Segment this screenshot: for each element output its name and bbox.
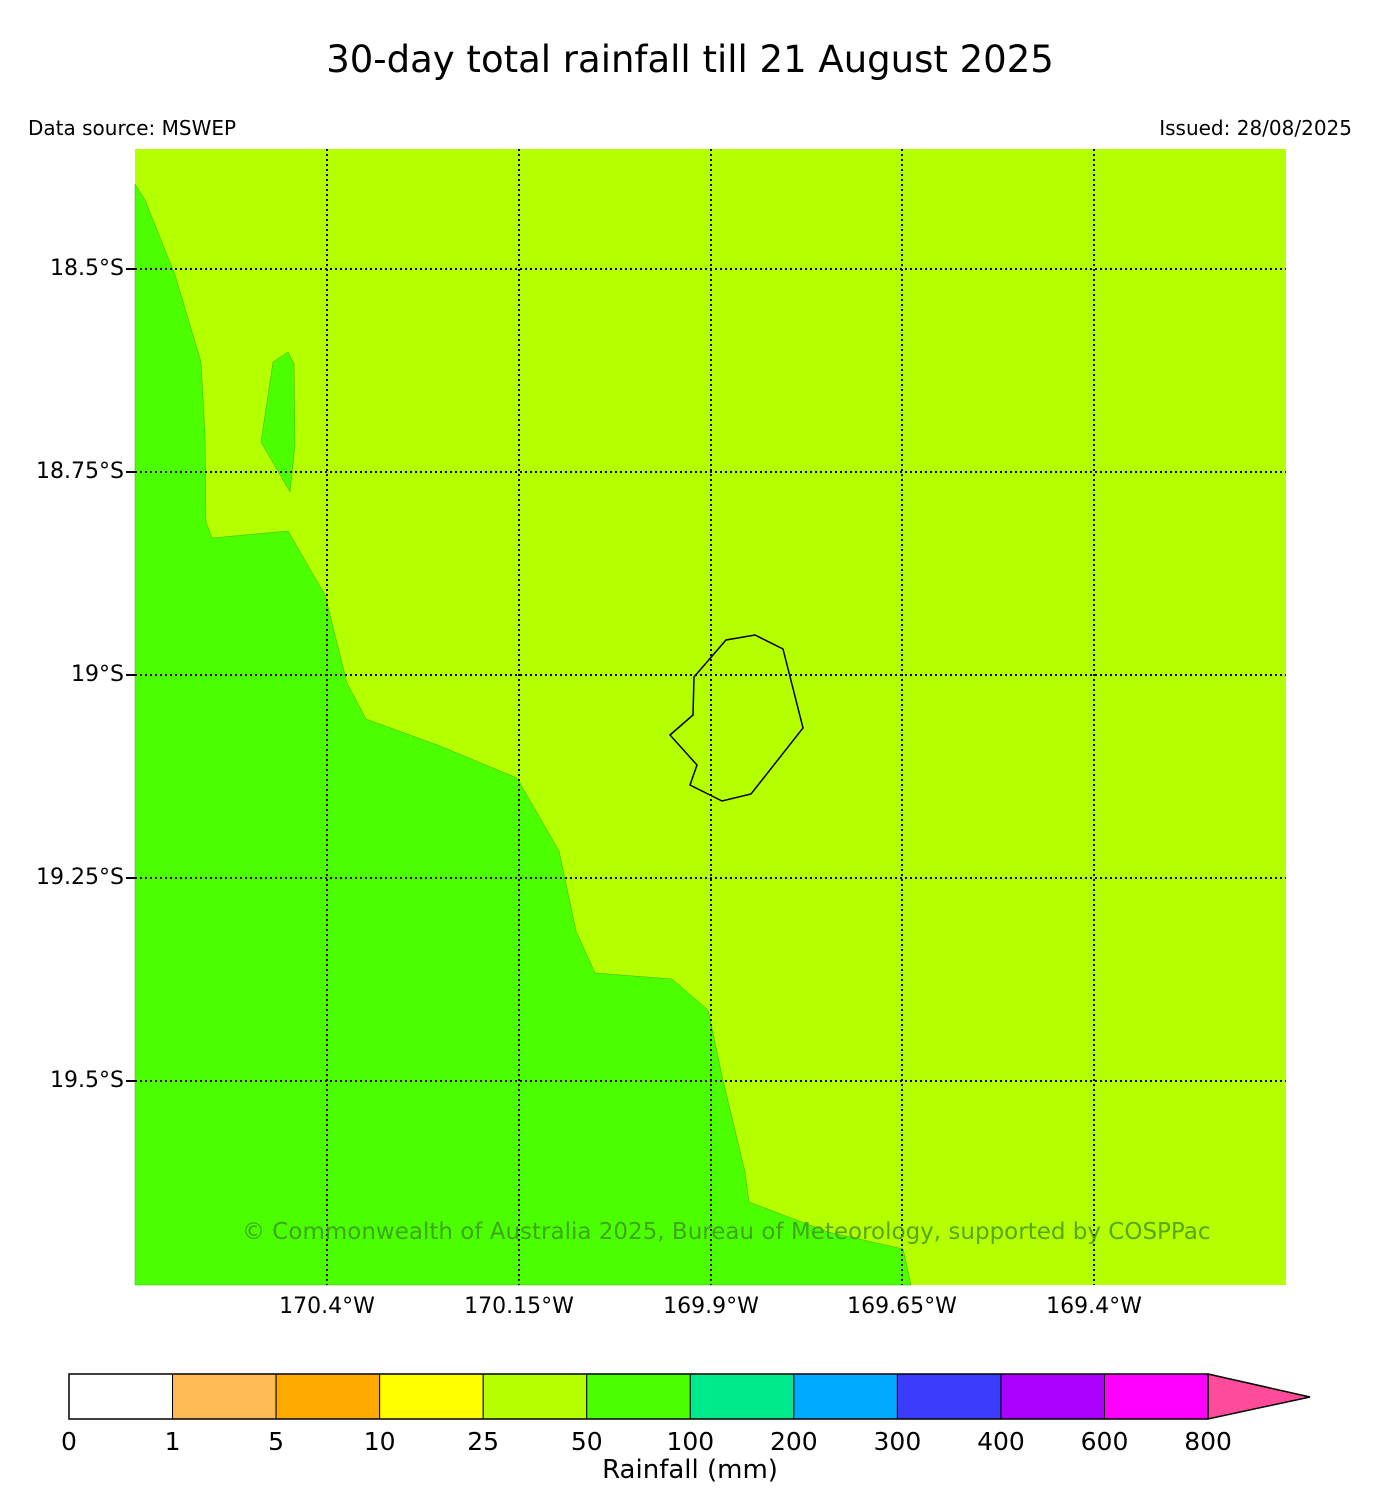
lon-label: 170.15°W bbox=[464, 1294, 574, 1319]
map-gridlines bbox=[135, 149, 1286, 1285]
rainfall-patch-50-100 bbox=[260, 351, 296, 493]
colorbar-tick-label: 800 bbox=[1184, 1427, 1232, 1456]
island-outline bbox=[668, 634, 804, 802]
lat-ticks bbox=[126, 268, 135, 1082]
colorbar-segment bbox=[1000, 1373, 1106, 1420]
colorbar-tick-label: 0 bbox=[61, 1427, 77, 1456]
lat-label: 19.25°S bbox=[36, 865, 124, 890]
colorbar-segment bbox=[275, 1373, 381, 1420]
colorbar-label: Rainfall (mm) bbox=[602, 1455, 778, 1485]
colorbar-tick-label: 400 bbox=[977, 1427, 1025, 1456]
lat-label: 19°S bbox=[71, 662, 124, 687]
colorbar-extend-arrow bbox=[1207, 1373, 1311, 1420]
rainfall-region-50-100 bbox=[134, 183, 912, 1286]
colorbar-segment bbox=[482, 1373, 588, 1420]
colorbar-tick-label: 100 bbox=[666, 1427, 715, 1456]
colorbar-segment bbox=[586, 1373, 691, 1420]
lat-label: 18.75°S bbox=[36, 459, 124, 484]
colorbar-segment bbox=[379, 1373, 484, 1420]
colorbar-tick-label: 50 bbox=[570, 1427, 603, 1456]
colorbar-segment bbox=[172, 1373, 277, 1420]
lon-label: 169.9°W bbox=[663, 1294, 759, 1319]
colorbar-segment bbox=[896, 1373, 1002, 1420]
colorbar-segment bbox=[793, 1373, 898, 1420]
colorbar-tick-label: 600 bbox=[1080, 1427, 1129, 1456]
colorbar-tick-label: 5 bbox=[268, 1427, 285, 1456]
lat-label: 18.5°S bbox=[50, 256, 124, 281]
colorbar-tick-label: 25 bbox=[467, 1427, 500, 1456]
data-source-label: Data source: MSWEP bbox=[28, 116, 237, 140]
colorbar-segment bbox=[689, 1373, 795, 1420]
lon-label: 170.4°W bbox=[279, 1294, 375, 1319]
colorbar-tick-label: 1 bbox=[164, 1427, 181, 1456]
colorbar-tick-label: 10 bbox=[363, 1427, 396, 1456]
lat-label: 19.5°S bbox=[50, 1068, 124, 1093]
colorbar-tick-label: 200 bbox=[769, 1427, 818, 1456]
lon-label: 169.4°W bbox=[1046, 1294, 1142, 1319]
map-title: 30-day total rainfall till 21 August 202… bbox=[326, 38, 1054, 81]
copyright-notice: © Commonwealth of Australia 2025, Bureau… bbox=[242, 1219, 1211, 1245]
lon-label: 169.65°W bbox=[847, 1294, 957, 1319]
colorbar-segment bbox=[68, 1373, 174, 1420]
colorbar-tick-label: 300 bbox=[873, 1427, 922, 1456]
issued-date-label: Issued: 28/08/2025 bbox=[1159, 116, 1352, 140]
colorbar-frame bbox=[68, 1373, 1209, 1420]
colorbar-segment bbox=[1104, 1373, 1209, 1420]
